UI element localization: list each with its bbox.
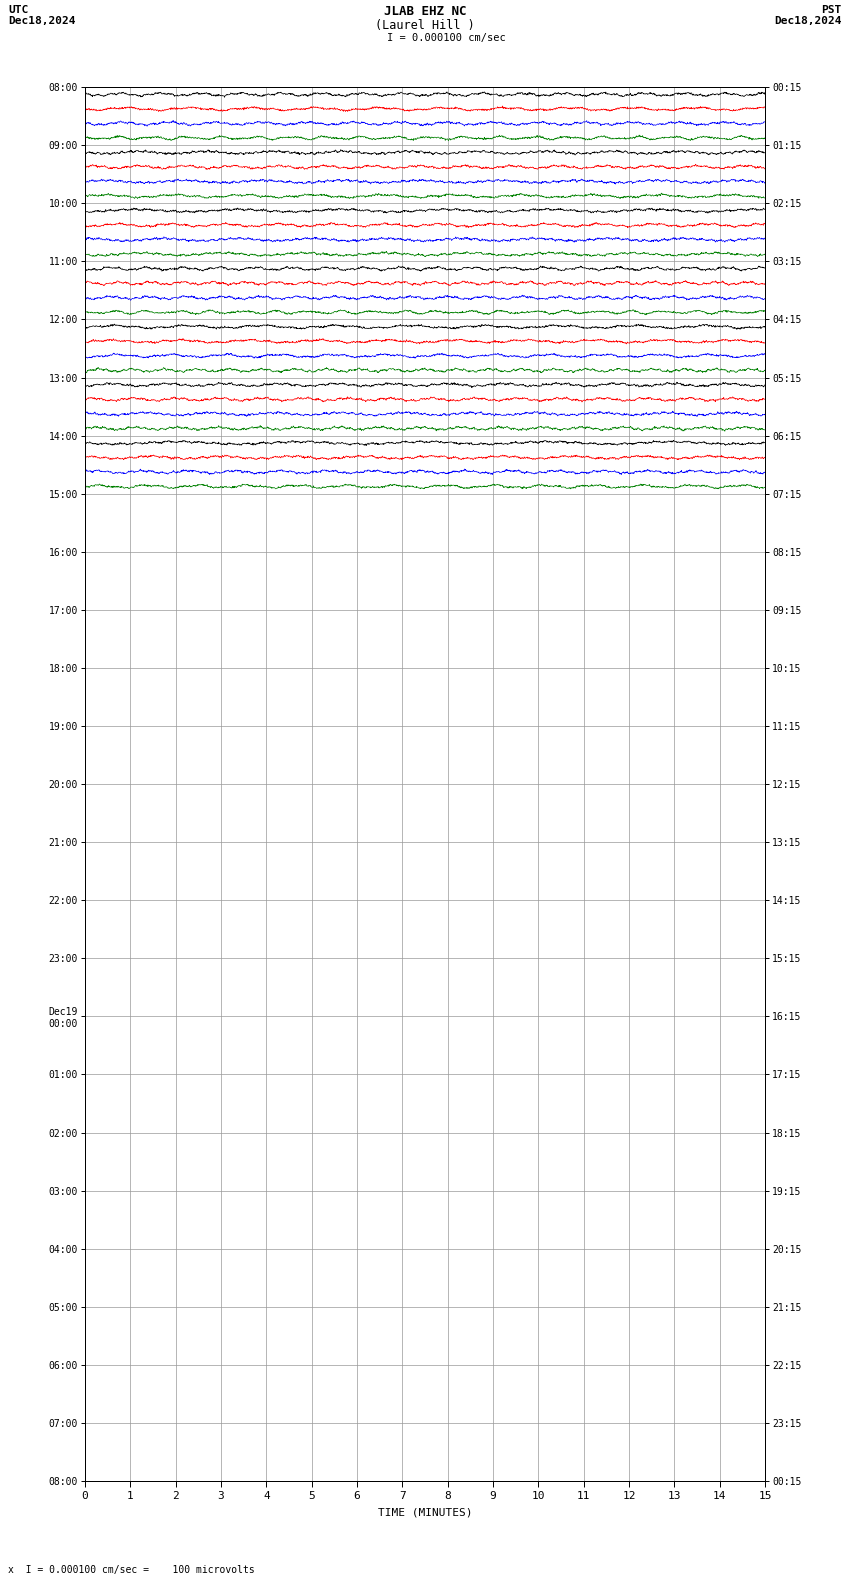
Text: PST: PST [821, 5, 842, 14]
Text: JLAB EHZ NC: JLAB EHZ NC [383, 5, 467, 17]
Text: x  I = 0.000100 cm/sec =    100 microvolts: x I = 0.000100 cm/sec = 100 microvolts [8, 1565, 255, 1574]
X-axis label: TIME (MINUTES): TIME (MINUTES) [377, 1506, 473, 1517]
Text: I = 0.000100 cm/sec: I = 0.000100 cm/sec [387, 33, 506, 43]
Text: Dec18,2024: Dec18,2024 [774, 16, 842, 25]
Text: (Laurel Hill ): (Laurel Hill ) [375, 19, 475, 32]
Text: Dec18,2024: Dec18,2024 [8, 16, 76, 25]
Text: UTC: UTC [8, 5, 29, 14]
